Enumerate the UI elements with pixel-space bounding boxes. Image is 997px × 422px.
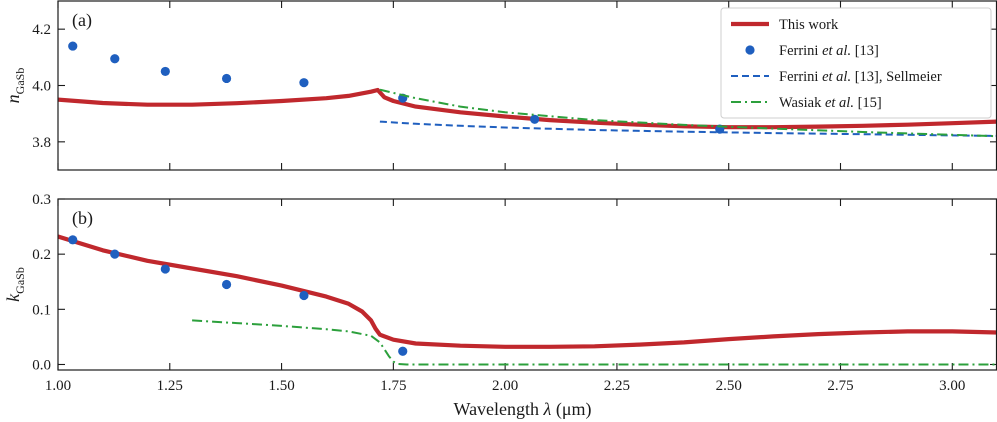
panel-b-y-tick-label-0: 0.0 [32, 357, 51, 373]
x-tick-label-4: 2.00 [492, 378, 518, 394]
panel-a-y-tick-label-2: 4.2 [32, 22, 51, 38]
x-tick-label-6: 2.50 [716, 378, 742, 394]
x-axis-title-lambda: λ [543, 399, 552, 419]
panel-b-y-axis-title-main: k [3, 293, 23, 302]
x-tick-label-8: 3.00 [939, 378, 965, 394]
legend-box [720, 7, 992, 119]
legend-entry-3-label-pre: Wasiak [779, 95, 825, 111]
panel-b-y-tick-label-1: 0.1 [32, 302, 51, 318]
x-tick-label-2: 1.50 [268, 378, 294, 394]
panel-a-series-ferrini-et-al-13-point-0 [68, 41, 78, 51]
panel-b-y-axis-title-sub: GaSb [13, 267, 27, 294]
panel-a-y-axis-title-main: n [3, 94, 23, 103]
legend-entry-0-label: This work [779, 17, 839, 33]
panel-b-series-ferrini-et-al-13-point-0 [68, 235, 78, 245]
panel-a-series-ferrini-et-al-13-point-3 [221, 73, 232, 84]
panel-a-series-wasiak-et-al-15-line [379, 88, 997, 138]
panel-a-y-tick-label-1: 4.0 [32, 79, 51, 95]
x-tick-label-3: 1.75 [380, 378, 406, 394]
panel-a-label: (a) [72, 10, 92, 31]
legend-entry-1-label-post: [13] [851, 43, 879, 59]
panel-b-y-axis-title: kGaSb [3, 267, 27, 302]
panel-a-y-axis-title: nGaSb [3, 68, 27, 104]
legend-entry-1-label-em: et al. [822, 43, 851, 59]
panel-b-series-ferrini-et-al-13-point-4 [299, 290, 309, 301]
legend-entry-1-label: Ferrini et al. [13] [779, 43, 879, 59]
panel-b-label: (b) [72, 208, 93, 229]
panel-a-series-this-work-line [58, 87, 997, 130]
legend-entry-0-label-pre: This work [779, 17, 839, 33]
panel-b-series-this-work-line [58, 234, 997, 349]
legend-entry-3-label-post: [15] [854, 95, 882, 111]
panel-b-series-group [58, 234, 997, 366]
x-tick-label-7: 2.75 [827, 378, 853, 394]
x-tick-label-5: 2.25 [604, 378, 630, 394]
panel-a-y-axis-title-sub: GaSb [13, 68, 27, 95]
panel-a-series-ferrini-et-al-13-point-6 [530, 114, 540, 124]
panel-b-series-wasiak-et-al-15-line [192, 319, 997, 366]
legend-entry-2-label: Ferrini et al. [13], Sellmeier [779, 69, 942, 85]
panel-a-series-ferrini-et-al-13-point-1 [110, 54, 120, 64]
panel-b-series-ferrini-et-al-13-point-5 [398, 346, 408, 356]
x-tick-label-1: 1.25 [157, 378, 183, 394]
legend-entry-3-label-em: et al. [825, 95, 854, 111]
legend-entry-1-marker [745, 45, 755, 55]
legend-entry-2-label-post: [13], Sellmeier [851, 69, 942, 85]
legend-entry-2-label-em: et al. [822, 69, 851, 85]
panel-b-y-tick-label-2: 0.2 [32, 247, 51, 263]
x-tick-label-0: 1.00 [45, 378, 71, 394]
panel-b-frame [57, 198, 997, 371]
panel-b-series-ferrini-et-al-13-point-2 [160, 264, 170, 274]
x-axis-title-unit: (μm) [551, 399, 591, 420]
panel-a-series-ferrini-et-al-13-point-2 [160, 66, 170, 77]
panel-a-y-tick-label-0: 3.8 [32, 135, 51, 151]
x-axis-title: Wavelength λ (μm) [454, 399, 592, 420]
legend-entry-2-label-pre: Ferrini [779, 69, 822, 85]
panel-b-series-ferrini-et-al-13-point-3 [221, 279, 232, 290]
panel-a-series-ferrini-et-al-13-point-4 [299, 78, 309, 88]
legend-entry-1-label-pre: Ferrini [779, 43, 822, 59]
panel-a-series-group [58, 41, 997, 138]
panel-b-series-ferrini-et-al-13-point-1 [110, 249, 120, 259]
panel-b-y-tick-label-3: 0.3 [32, 192, 51, 208]
panel-a-series-ferrini-et-al-13-sellmeier-line [379, 120, 997, 137]
legend-entry-3-label: Wasiak et al. [15] [779, 95, 882, 111]
x-axis-title-text: Wavelength [454, 399, 544, 419]
